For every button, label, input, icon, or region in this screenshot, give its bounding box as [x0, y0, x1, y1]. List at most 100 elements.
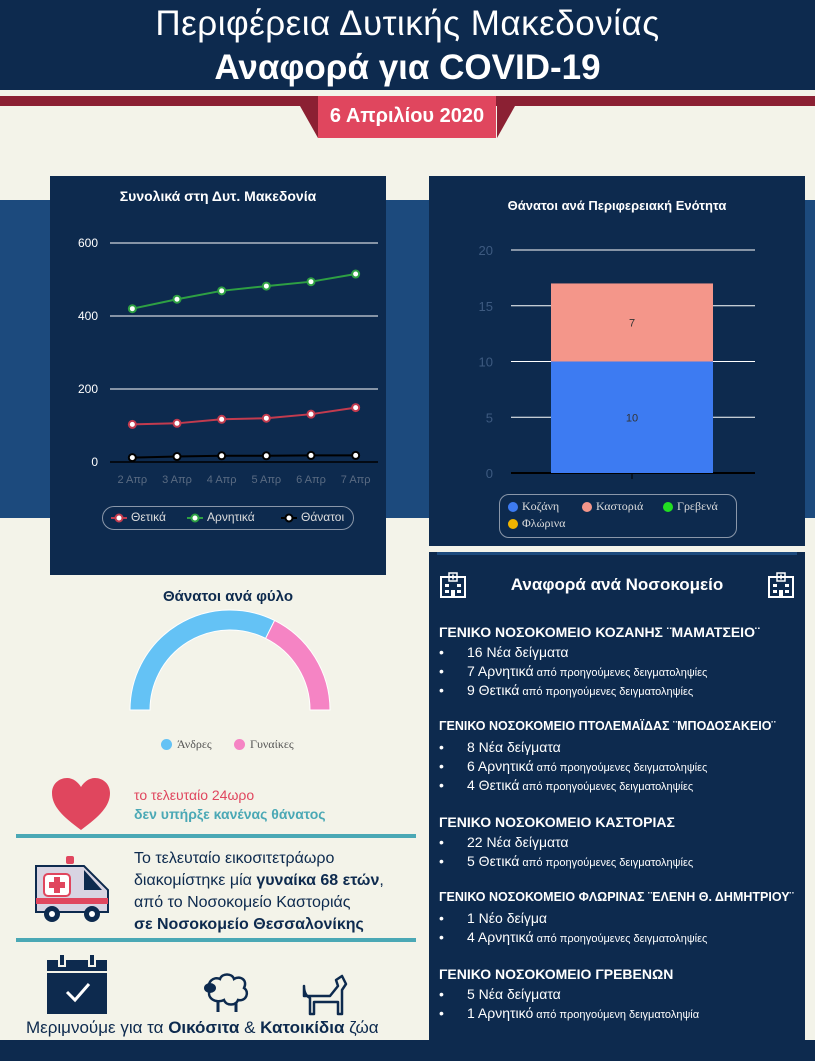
bullet-icon: • — [439, 644, 444, 660]
y-tick-label: 20 — [479, 243, 493, 258]
legend-dot-florina-icon — [508, 519, 518, 529]
bullet-icon: • — [439, 663, 444, 679]
divider — [16, 938, 416, 942]
totals-chart-title: Συνολικά στη Δυτ. Μακεδονία — [119, 188, 317, 204]
divider — [16, 834, 416, 838]
y-tick-label: 5 — [486, 410, 493, 425]
hospital-building-icon — [768, 572, 794, 598]
bullet-icon: • — [439, 929, 444, 945]
legend-marker-deaths-icon — [281, 513, 297, 523]
x-tick-label: 3 Απρ — [162, 474, 192, 486]
hospital-stat-item: • 6 Αρνητικά από προηγούμενες δειγματοληψ… — [439, 758, 707, 774]
hospital-name: ΓΕΝΙΚΟ ΝΟΣΟΚΟΜΕΙΟ ΚΟΖΑΝΗΣ ¨ΜΑΜΑΤΣΕΙΟ¨ — [439, 624, 760, 640]
series-line — [132, 454, 356, 459]
ambulance-icon — [35, 856, 109, 922]
hospital-stat-item: • 4 Αρνητικά από προηγούμενες δειγματοληψ… — [439, 929, 707, 945]
animals-text-1: Μεριμνούμε για τα — [26, 1018, 169, 1037]
legend-dot-kozani-icon — [508, 502, 518, 512]
transfer-line4: σε Νοσοκομείο Θεσσαλονίκης — [134, 916, 364, 933]
hospital-name: ΓΕΝΙΚΟ ΝΟΣΟΚΟΜΕΙΟ ΦΛΩΡΙΝΑΣ ¨ΕΛΕΝΗ Θ. ΔΗΜ… — [439, 890, 794, 904]
dog-icon — [302, 974, 348, 1016]
hospital-stat-value: 16 Νέα δείγματα — [467, 644, 569, 660]
data-point — [306, 277, 316, 287]
data-point — [172, 294, 182, 304]
gauge-slice — [129, 609, 276, 711]
hospital-stat-value: 5 Θετικά — [467, 853, 520, 869]
hospital-report-title: Αναφορά ανά Νοσοκομείο — [510, 575, 724, 594]
bullet-icon: • — [439, 758, 444, 774]
data-point — [261, 413, 271, 423]
legend-dot-kastoria-icon — [582, 502, 592, 512]
bullet-icon: • — [439, 834, 444, 850]
bullet-icon: • — [439, 739, 444, 755]
animals-domestic: Οικόσιτα — [168, 1018, 240, 1037]
legend-dot-grevena-icon — [663, 502, 673, 512]
bullet-icon: • — [439, 682, 444, 698]
data-point — [217, 286, 227, 296]
sheep-icon — [204, 973, 249, 1012]
hospital-stat-item: • 1 Νέο δείγμα — [439, 910, 547, 926]
legend-dot-men-icon — [161, 739, 172, 750]
no-deaths-line2: δεν υπήρξε κανένας θάνατος — [134, 806, 326, 822]
hospital-name: ΓΕΝΙΚΟ ΝΟΣΟΚΟΜΕΙΟ ΠΤΟΛΕΜΑΪΔΑΣ ¨ΜΠΟΔΟΣΑΚΕ… — [439, 719, 776, 733]
bullet-icon: • — [439, 910, 444, 926]
header-banner — [0, 0, 815, 90]
x-tick-label: 4 Απρ — [207, 474, 237, 486]
hospital-stat-note: από προηγούμενες δειγματοληψίες — [519, 686, 694, 698]
legend-marker-negative-icon — [187, 513, 203, 523]
legend-label-grevena: Γρεβενά — [677, 499, 718, 513]
gender-gauge-chart — [129, 609, 331, 711]
deaths-by-unit-title: Θάνατοι ανά Περιφερειακή Ενότητα — [507, 198, 727, 213]
animals-pets: Κατοικίδια — [260, 1018, 345, 1037]
totals-chart-legend: Θετικά Αρνητικά Θάνατοι — [102, 506, 354, 530]
hospital-stat-value: 4 Αρνητικά — [467, 929, 534, 945]
hospital-stat-value: 1 Αρνητικό — [467, 1005, 534, 1021]
hospital-stat-value: 7 Αρνητικά — [467, 663, 534, 679]
hospital-stat-note: από προηγούμενες δειγματοληψίες — [533, 933, 708, 945]
bar-segment — [551, 283, 713, 362]
calendar-check-icon — [47, 953, 107, 1014]
hospital-stat-value: 6 Αρνητικά — [467, 758, 534, 774]
hospital-name: ΓΕΝΙΚΟ ΝΟΣΟΚΟΜΕΙΟ ΚΑΣΤΟΡΙΑΣ — [439, 814, 675, 830]
hospital-stat-note: από προηγούμενες δειγματοληψίες — [533, 762, 708, 774]
heart-icon — [52, 778, 110, 830]
background-band-middle — [386, 200, 430, 518]
legend-label-men: Άνδρες — [177, 737, 212, 751]
deaths-by-unit-panel: Θάνατοι ανά Περιφερειακή Ενότητα 0 5 10 15 2… — [429, 176, 805, 546]
data-point — [351, 269, 361, 279]
animals-note: Μεριμνούμε για τα Οικόσιτα & Κατοικίδια … — [26, 1018, 379, 1038]
data-point — [172, 452, 182, 462]
footer-bar — [0, 1040, 815, 1061]
transfer-line1: Το τελευταίο εικοσιτετράωρο — [134, 850, 335, 867]
y-tick-label: 400 — [78, 309, 98, 323]
data-point — [261, 281, 271, 291]
data-point — [351, 450, 361, 460]
bullet-icon: • — [439, 1005, 444, 1021]
hospital-stat-item: • 7 Αρνητικά από προηγούμενες δειγματοληψ… — [439, 663, 707, 679]
hospital-stat-note: από προηγούμενη δειγματοληψία — [533, 1009, 700, 1021]
page-subtitle: Αναφορά για COVID-19 — [214, 48, 601, 87]
transfer-comma: , — [379, 872, 384, 889]
bullet-icon: • — [439, 986, 444, 1002]
hospital-stat-item: • 5 Θετικά από προηγούμενες δειγματοληψίε… — [439, 853, 693, 869]
legend-label-negative: Αρνητικά — [207, 510, 255, 524]
hospital-stat-item: • 4 Θετικά από προηγούμενες δειγματοληψίε… — [439, 777, 693, 793]
background-band-left — [0, 200, 52, 518]
data-point — [172, 418, 182, 428]
ribbon-tails — [300, 106, 515, 138]
bullet-icon: • — [439, 853, 444, 869]
x-tick-label: 7 Απρ — [341, 474, 371, 486]
data-point — [127, 453, 137, 463]
hospital-stat-note: από προηγούμενες δειγματοληψίες — [519, 857, 694, 869]
data-point — [351, 403, 361, 413]
hospital-stat-value: 8 Νέα δείγματα — [467, 739, 561, 755]
legend-marker-positive-icon — [111, 513, 127, 523]
y-tick-label: 200 — [78, 382, 98, 396]
data-point — [217, 414, 227, 424]
background-band-right — [804, 200, 815, 518]
hospital-stat-value: 22 Νέα δείγματα — [467, 834, 569, 850]
bar-data-label: 7 — [629, 317, 635, 329]
legend-label-florina: Φλώρινα — [522, 516, 566, 530]
transfer-line3: από το Νοσοκομείο Καστοριάς — [134, 894, 351, 911]
hospital-building-icon — [440, 572, 466, 598]
